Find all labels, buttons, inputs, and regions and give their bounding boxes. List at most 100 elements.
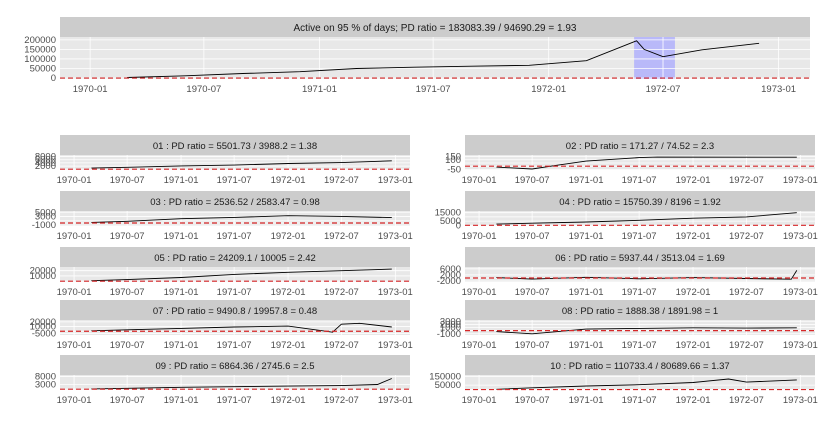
y-tick-label: 150000 — [24, 44, 56, 55]
facet-title: 05 : PD ratio = 24209.1 / 10005 = 2.42 — [154, 253, 316, 264]
x-tick-label: 1972-07 — [646, 84, 681, 95]
y-tick-label: -2000 — [437, 276, 461, 287]
y-tick-label: 2000 — [35, 161, 56, 172]
x-tick-label: 1971-01 — [164, 231, 199, 242]
x-tick-label: 1971-01 — [164, 287, 199, 298]
plot-background — [60, 375, 410, 390]
x-tick-label: 1972-07 — [324, 175, 359, 186]
x-tick-label: 1971-07 — [622, 231, 657, 242]
facet-panel-8: 08 : PD ratio = 1888.38 / 1891.98 = 1 -10… — [437, 300, 818, 351]
series-line — [496, 156, 797, 170]
facet-panel-0: Active on 95 % of days; PD ratio = 18308… — [24, 17, 810, 95]
facet-title: 08 : PD ratio = 1888.38 / 1891.98 = 1 — [562, 306, 718, 317]
x-tick-label: 1970-01 — [57, 340, 92, 351]
facet-title: 01 : PD ratio = 5501.73 / 3988.2 = 1.38 — [153, 141, 317, 152]
x-tick-label: 1972-01 — [676, 340, 711, 351]
y-tick-label: 8000 — [35, 152, 56, 163]
facet-title: 10 : PD ratio = 110733.4 / 80689.66 = 1.… — [550, 361, 729, 372]
x-tick-label: 1970-07 — [515, 175, 550, 186]
x-tick-label: 1971-07 — [622, 340, 657, 351]
facet-strip — [60, 247, 410, 267]
x-tick-label: 1971-01 — [164, 175, 199, 186]
plot-background — [465, 211, 815, 226]
x-tick-label: 1970-07 — [110, 175, 145, 186]
x-tick-label: 1972-07 — [729, 287, 764, 298]
x-tick-label: 1973-01 — [783, 287, 818, 298]
facet-panel-4: 04 : PD ratio = 15750.39 / 8196 = 1.92 05… — [435, 191, 818, 242]
y-tick-label: 3000 — [35, 379, 56, 390]
y-tick-label: 50000 — [435, 380, 461, 391]
x-tick-label: 1972-01 — [676, 175, 711, 186]
series-line — [496, 327, 797, 335]
x-tick-label: 1970-07 — [515, 395, 550, 406]
y-tick-label: -1000 — [437, 329, 461, 340]
facet-panel-9: 09 : PD ratio = 6864.36 / 2745.6 = 2.5 30… — [35, 355, 413, 406]
facet-strip — [465, 135, 815, 155]
y-tick-label: 2000 — [440, 319, 461, 330]
y-tick-label: 4000 — [35, 158, 56, 169]
x-tick-label: 1971-01 — [302, 84, 337, 95]
y-tick-label: 8000 — [35, 372, 56, 383]
y-tick-label: 10000 — [30, 271, 56, 282]
x-tick-label: 1973-01 — [783, 175, 818, 186]
y-tick-label: 5000 — [440, 216, 461, 227]
x-tick-label: 1970-01 — [462, 231, 497, 242]
series-line — [91, 378, 392, 390]
x-tick-label: 1973-01 — [761, 84, 796, 95]
y-tick-label: -1000 — [32, 220, 56, 231]
series-line — [91, 160, 392, 169]
facet-strip — [60, 17, 810, 37]
x-tick-label: 1973-01 — [783, 231, 818, 242]
facet-title: 07 : PD ratio = 9490.8 / 19957.8 = 0.48 — [153, 306, 317, 317]
plot-background — [465, 375, 815, 390]
x-tick-label: 1972-01 — [676, 395, 711, 406]
facet-title: 04 : PD ratio = 15750.39 / 8196 = 1.92 — [559, 197, 721, 208]
series-line — [91, 268, 392, 282]
y-tick-label: 0 — [51, 73, 56, 84]
x-tick-label: 1970-07 — [110, 287, 145, 298]
series-line — [91, 215, 392, 223]
x-tick-label: 1971-07 — [622, 175, 657, 186]
plot-background — [60, 37, 810, 79]
facet-panel-5: 05 : PD ratio = 24209.1 / 10005 = 2.42 10… — [30, 247, 413, 298]
facet-panel-1: 01 : PD ratio = 5501.73 / 3988.2 = 1.38 2… — [35, 135, 413, 186]
series-line — [91, 322, 392, 333]
facet-strip — [465, 355, 815, 375]
y-tick-label: 3000 — [35, 212, 56, 223]
x-tick-label: 1972-01 — [676, 287, 711, 298]
x-tick-label: 1971-01 — [569, 287, 604, 298]
y-tick-label: 6000 — [35, 155, 56, 166]
x-tick-label: 1972-07 — [729, 175, 764, 186]
x-tick-label: 1971-07 — [217, 231, 252, 242]
y-tick-label: 5000 — [35, 207, 56, 218]
x-tick-label: 1970-07 — [186, 84, 221, 95]
facet-panel-2: 02 : PD ratio = 171.27 / 74.52 = 2.3-501… — [445, 135, 818, 186]
highlight-band — [634, 37, 675, 79]
x-tick-label: 1970-07 — [110, 340, 145, 351]
y-tick-label: 100000 — [24, 54, 56, 65]
y-tick-label: 20000 — [30, 317, 56, 328]
x-tick-label: 1972-01 — [271, 340, 306, 351]
x-tick-label: 1972-07 — [324, 340, 359, 351]
facet-panel-10: 10 : PD ratio = 110733.4 / 80689.66 = 1.… — [429, 355, 818, 406]
x-tick-label: 1973-01 — [378, 287, 413, 298]
y-tick-label: 0 — [456, 220, 461, 231]
x-tick-label: 1970-01 — [57, 175, 92, 186]
x-tick-label: 1972-07 — [324, 395, 359, 406]
x-tick-label: 1971-07 — [217, 395, 252, 406]
y-tick-label: 6000 — [440, 264, 461, 275]
facet-strip — [465, 247, 815, 267]
y-tick-label: 3000 — [440, 316, 461, 327]
x-tick-label: 1971-07 — [217, 340, 252, 351]
y-tick-label: 100 — [445, 155, 461, 166]
x-tick-label: 1971-01 — [164, 395, 199, 406]
x-tick-label: 1973-01 — [378, 231, 413, 242]
facet-strip — [60, 355, 410, 375]
y-tick-label: 150 — [445, 152, 461, 163]
x-tick-label: 1970-07 — [515, 340, 550, 351]
x-tick-label: 1973-01 — [783, 340, 818, 351]
x-tick-label: 1970-01 — [73, 84, 108, 95]
y-tick-label: 2000 — [440, 270, 461, 281]
y-tick-label: 10000 — [30, 322, 56, 333]
